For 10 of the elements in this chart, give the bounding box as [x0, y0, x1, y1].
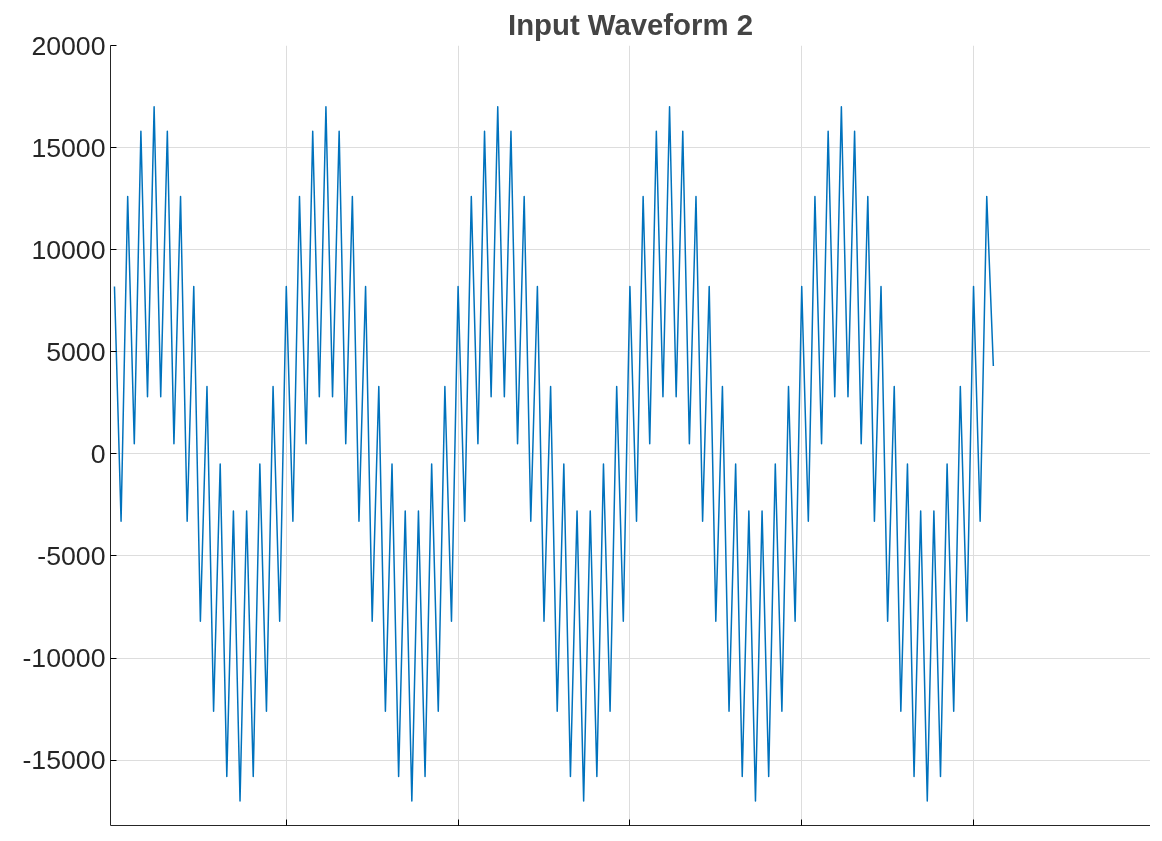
y-tick-label: -10000	[22, 643, 106, 674]
y-tick-label: 15000	[31, 132, 106, 163]
y-tick-label: 5000	[46, 336, 106, 367]
line-series	[113, 106, 995, 802]
y-tick-label: -15000	[22, 745, 106, 776]
y-tick-label: 0	[90, 438, 106, 469]
y-tick-label: -5000	[37, 540, 106, 571]
y-tick-label: 20000	[31, 30, 106, 61]
y-tick-label: 10000	[31, 234, 106, 265]
chart-title: Input Waveform 2	[508, 7, 753, 41]
